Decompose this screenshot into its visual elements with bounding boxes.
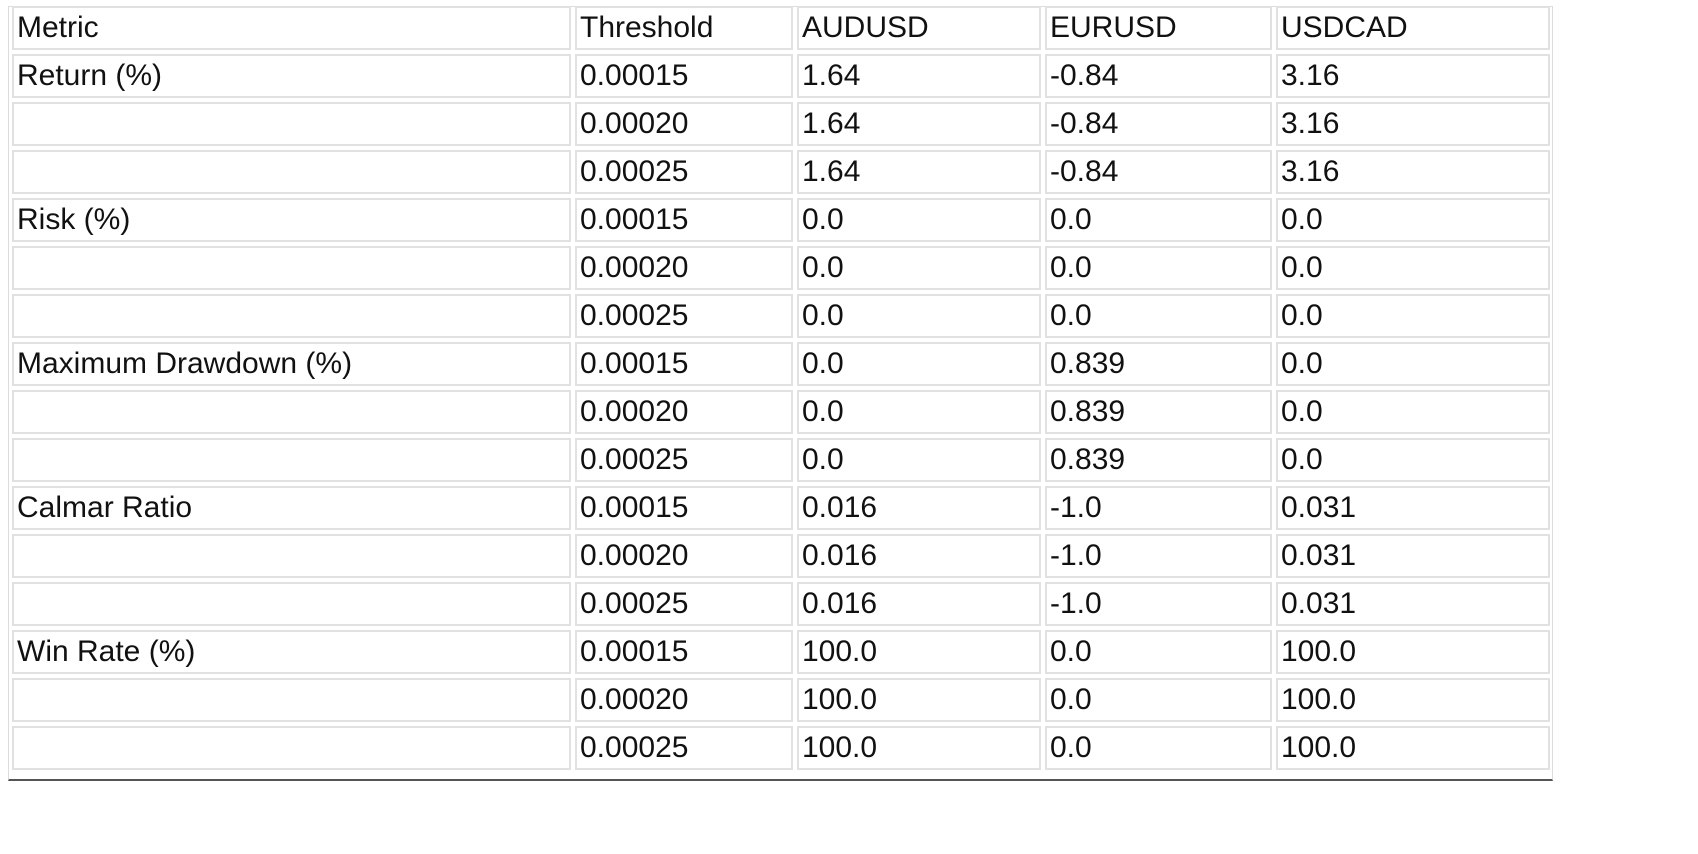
table-row: 0.00025 0.0 0.839 0.0 <box>12 438 1550 482</box>
cell-usdcad: 0.031 <box>1276 582 1550 626</box>
cell-threshold: 0.00025 <box>575 582 793 626</box>
cell-eurusd: 0.0 <box>1045 630 1272 674</box>
cell-metric <box>12 294 571 338</box>
cell-audusd: 0.016 <box>797 582 1041 626</box>
table-row: 0.00020 1.64 -0.84 3.16 <box>12 102 1550 146</box>
cell-usdcad: 0.0 <box>1276 198 1550 242</box>
cell-metric <box>12 534 571 578</box>
cell-metric: Return (%) <box>12 54 571 98</box>
table-row: Risk (%) 0.00015 0.0 0.0 0.0 <box>12 198 1550 242</box>
cell-eurusd: 0.0 <box>1045 294 1272 338</box>
cell-threshold: 0.00020 <box>575 246 793 290</box>
table-body: Metric Threshold AUDUSD EURUSD USDCAD Return … <box>12 6 1550 770</box>
cell-audusd: 0.016 <box>797 486 1041 530</box>
cell-audusd: 1.64 <box>797 54 1041 98</box>
cell-metric <box>12 678 571 722</box>
table-row: 0.00025 0.0 0.0 0.0 <box>12 294 1550 338</box>
cell-usdcad: 0.031 <box>1276 486 1550 530</box>
cell-threshold: 0.00015 <box>575 486 793 530</box>
cell-eurusd: 0.0 <box>1045 678 1272 722</box>
cell-eurusd: 0.839 <box>1045 390 1272 434</box>
cell-metric: Calmar Ratio <box>12 486 571 530</box>
cell-audusd: 0.0 <box>797 294 1041 338</box>
cell-threshold: 0.00025 <box>575 294 793 338</box>
cell-threshold: 0.00025 <box>575 726 793 770</box>
results-table: Metric Threshold AUDUSD EURUSD USDCAD Return … <box>8 2 1554 774</box>
cell-threshold: 0.00020 <box>575 534 793 578</box>
table-row: 0.00025 100.0 0.0 100.0 <box>12 726 1550 770</box>
cell-eurusd: 0.0 <box>1045 198 1272 242</box>
cell-usdcad: 0.0 <box>1276 246 1550 290</box>
cell-eurusd: -1.0 <box>1045 534 1272 578</box>
cell-threshold: 0.00020 <box>575 678 793 722</box>
cell-audusd: 0.0 <box>797 342 1041 386</box>
cell-eurusd: -1.0 <box>1045 582 1272 626</box>
cell-usdcad: 0.031 <box>1276 534 1550 578</box>
cell-eurusd: -1.0 <box>1045 486 1272 530</box>
cell-usdcad: 0.0 <box>1276 438 1550 482</box>
cell-audusd: 1.64 <box>797 102 1041 146</box>
cell-usdcad: 0.0 <box>1276 342 1550 386</box>
cell-usdcad: 100.0 <box>1276 678 1550 722</box>
table-row: 0.00025 0.016 -1.0 0.031 <box>12 582 1550 626</box>
cell-audusd: 0.0 <box>797 438 1041 482</box>
header-cell-metric: Metric <box>12 6 571 50</box>
cell-audusd: 1.64 <box>797 150 1041 194</box>
table-row: Calmar Ratio 0.00015 0.016 -1.0 0.031 <box>12 486 1550 530</box>
cell-threshold: 0.00015 <box>575 198 793 242</box>
cell-metric: Win Rate (%) <box>12 630 571 674</box>
cell-metric <box>12 582 571 626</box>
cell-threshold: 0.00015 <box>575 342 793 386</box>
cell-metric <box>12 246 571 290</box>
cell-usdcad: 0.0 <box>1276 294 1550 338</box>
table-row: Maximum Drawdown (%) 0.00015 0.0 0.839 0.0 <box>12 342 1550 386</box>
cell-usdcad: 3.16 <box>1276 102 1550 146</box>
cell-audusd: 0.0 <box>797 390 1041 434</box>
cell-audusd: 100.0 <box>797 678 1041 722</box>
cell-threshold: 0.00015 <box>575 54 793 98</box>
cell-eurusd: 0.0 <box>1045 246 1272 290</box>
cell-audusd: 0.0 <box>797 198 1041 242</box>
table-row: 0.00020 0.0 0.0 0.0 <box>12 246 1550 290</box>
table-row: 0.00020 0.0 0.839 0.0 <box>12 390 1550 434</box>
cell-threshold: 0.00020 <box>575 102 793 146</box>
cell-eurusd: 0.0 <box>1045 726 1272 770</box>
cell-usdcad: 100.0 <box>1276 630 1550 674</box>
table-row: 0.00020 0.016 -1.0 0.031 <box>12 534 1550 578</box>
cell-metric <box>12 150 571 194</box>
header-cell-threshold: Threshold <box>575 6 793 50</box>
cell-usdcad: 100.0 <box>1276 726 1550 770</box>
cell-metric <box>12 390 571 434</box>
cell-metric: Maximum Drawdown (%) <box>12 342 571 386</box>
cell-audusd: 0.0 <box>797 246 1041 290</box>
cell-metric <box>12 726 571 770</box>
table-row: 0.00020 100.0 0.0 100.0 <box>12 678 1550 722</box>
cell-threshold: 0.00025 <box>575 150 793 194</box>
cell-eurusd: 0.839 <box>1045 438 1272 482</box>
cell-audusd: 100.0 <box>797 726 1041 770</box>
cell-metric <box>12 102 571 146</box>
cell-eurusd: -0.84 <box>1045 102 1272 146</box>
cell-eurusd: 0.839 <box>1045 342 1272 386</box>
cell-audusd: 0.016 <box>797 534 1041 578</box>
cell-threshold: 0.00015 <box>575 630 793 674</box>
table-row: Win Rate (%) 0.00015 100.0 0.0 100.0 <box>12 630 1550 674</box>
header-row: Metric Threshold AUDUSD EURUSD USDCAD <box>12 6 1550 50</box>
cell-usdcad: 0.0 <box>1276 390 1550 434</box>
cell-eurusd: -0.84 <box>1045 150 1272 194</box>
cell-metric: Risk (%) <box>12 198 571 242</box>
cell-threshold: 0.00020 <box>575 390 793 434</box>
cell-eurusd: -0.84 <box>1045 54 1272 98</box>
table-row: 0.00025 1.64 -0.84 3.16 <box>12 150 1550 194</box>
cell-metric <box>12 438 571 482</box>
cell-usdcad: 3.16 <box>1276 54 1550 98</box>
table-row: Return (%) 0.00015 1.64 -0.84 3.16 <box>12 54 1550 98</box>
cell-threshold: 0.00025 <box>575 438 793 482</box>
header-cell-eurusd: EURUSD <box>1045 6 1272 50</box>
header-cell-audusd: AUDUSD <box>797 6 1041 50</box>
cell-usdcad: 3.16 <box>1276 150 1550 194</box>
header-cell-usdcad: USDCAD <box>1276 6 1550 50</box>
cell-audusd: 100.0 <box>797 630 1041 674</box>
